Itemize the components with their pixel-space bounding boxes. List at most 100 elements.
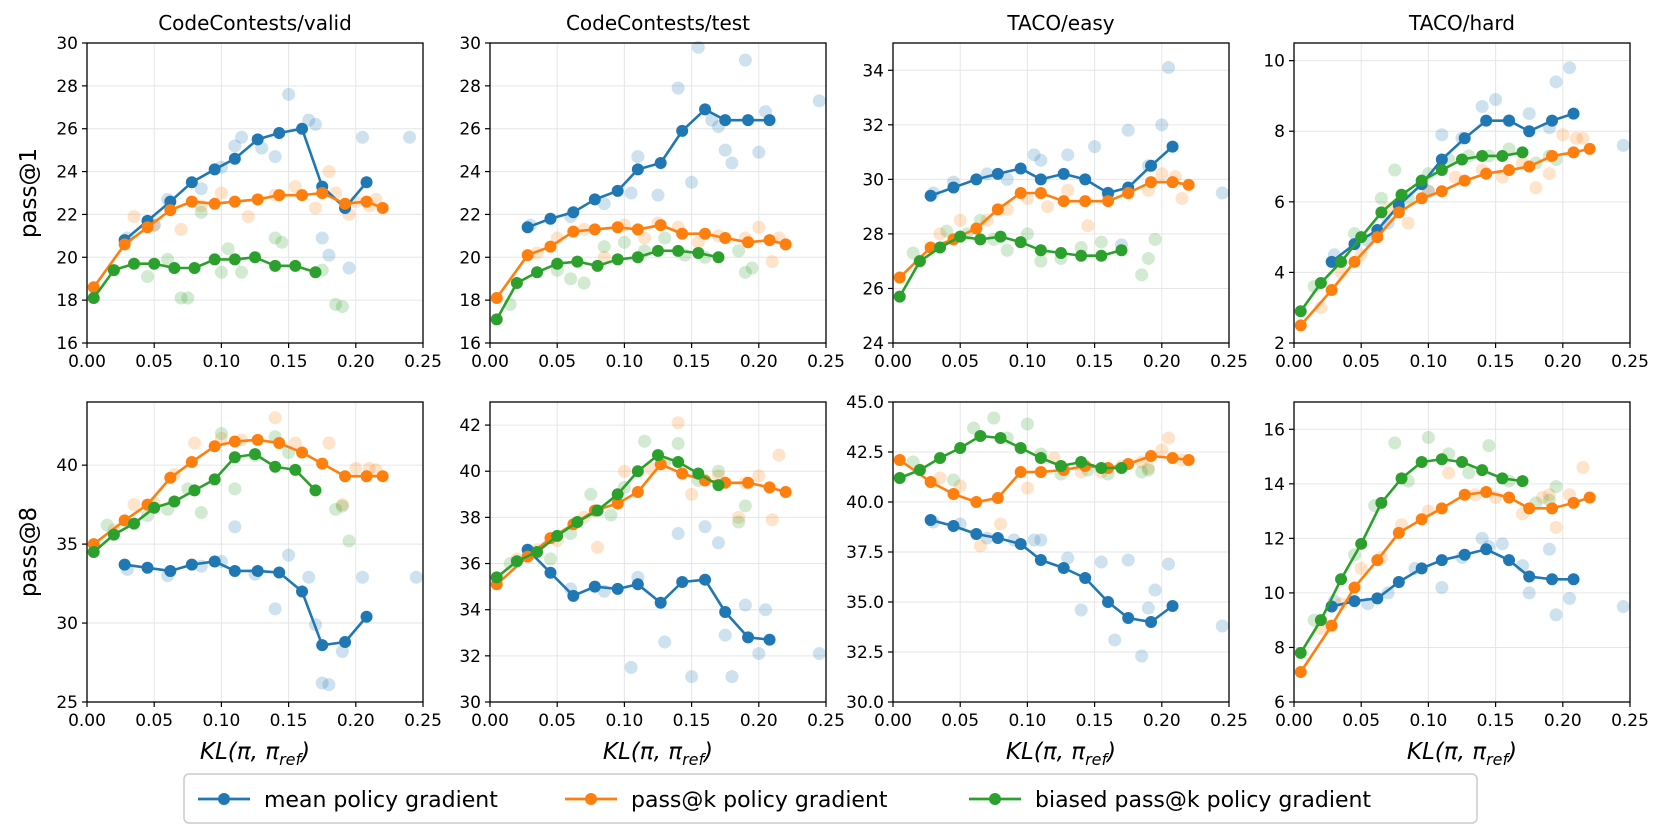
y-tick-label: 20 (56, 248, 78, 268)
data-point-mean (1503, 114, 1516, 127)
data-point-mean (676, 576, 689, 588)
data-point-biased (289, 463, 302, 476)
scatter-point-mean (671, 81, 685, 95)
scatter-point-passk (752, 469, 766, 483)
data-point-mean (1034, 173, 1047, 186)
y-tick-label: 26 (459, 120, 481, 140)
scatter-point-mean (1061, 551, 1075, 565)
x-tick-label: 0.10 (202, 711, 240, 731)
data-point-biased (269, 460, 282, 473)
data-point-biased (712, 251, 725, 264)
data-point-passk (1392, 526, 1405, 539)
scatter-point-mean (1000, 172, 1014, 186)
scatter-point-biased (1034, 254, 1048, 268)
data-point-passk (1325, 619, 1338, 632)
row-label: pass@1 (16, 148, 42, 238)
y-tick-label: 22 (459, 205, 481, 225)
scatter-point-mean (268, 150, 282, 164)
x-tick-label: 0.10 (202, 352, 240, 372)
data-point-biased (490, 571, 503, 584)
data-point-passk (360, 470, 373, 483)
data-point-biased (571, 255, 584, 268)
data-point-passk (339, 197, 352, 210)
data-point-passk (1182, 454, 1195, 466)
data-point-passk (742, 236, 755, 249)
scatter-point-passk (1448, 170, 1462, 184)
scatter-point-mean (738, 598, 752, 612)
data-point-biased (1375, 206, 1388, 219)
data-point-biased (692, 467, 705, 480)
scatter-point-mean (725, 670, 739, 684)
data-point-mean (1435, 554, 1448, 567)
x-axis-label-subscript: ref (1085, 750, 1109, 769)
panels-layer: 0.00 0.05 0.10 0.15 0.20 0.251618202224262830… (56, 11, 1649, 731)
data-point-passk (228, 435, 241, 448)
data-point-biased (531, 546, 544, 558)
data-point-mean (676, 124, 689, 137)
x-axis-labels-layer: KL(π, πref) KL(π, πref) KL(π, πref) KL(π, π… (200, 739, 1517, 769)
data-point-biased (1476, 149, 1489, 162)
data-point-biased (1415, 456, 1428, 468)
scatter-point-mean (1088, 140, 1102, 154)
x-tick-label: 0.00 (471, 711, 509, 731)
data-point-biased (107, 264, 120, 277)
data-point-biased (893, 290, 906, 303)
scatter-point-biased (235, 265, 249, 279)
y-tick-label: 40 (56, 456, 78, 476)
data-point-biased (913, 255, 926, 268)
data-point-mean (1348, 595, 1361, 608)
data-point-biased (1055, 460, 1067, 472)
scatter-point-mean (752, 647, 766, 661)
y-tick-label: 34 (862, 61, 884, 81)
data-point-passk (1503, 164, 1516, 177)
data-point-passk (1415, 192, 1428, 205)
data-point-biased (1014, 236, 1027, 249)
scatter-point-mean (1121, 123, 1135, 137)
scatter-point-mean (1215, 186, 1229, 200)
scatter-point-biased (1374, 191, 1388, 205)
data-point-passk (164, 204, 177, 217)
scatter-point-mean (1027, 533, 1041, 547)
data-point-passk (1458, 174, 1471, 187)
x-tick-label: 0.15 (1076, 711, 1114, 731)
y-tick-label: 30 (459, 693, 481, 713)
data-point-biased (1095, 462, 1108, 474)
data-point-passk (1034, 187, 1047, 199)
scatter-point-biased (181, 291, 195, 305)
data-point-mean (360, 610, 373, 623)
data-point-mean (699, 573, 712, 586)
scatter-point-biased (732, 515, 746, 529)
scatter-point-mean (1475, 531, 1489, 545)
data-point-mean (1014, 162, 1027, 175)
x-tick-label: 0.20 (740, 711, 778, 731)
scatter-point-biased (906, 246, 920, 260)
data-point-biased (107, 528, 120, 541)
scatter-point-mean (342, 261, 356, 275)
scatter-point-biased (194, 506, 208, 520)
scatter-point-passk (994, 517, 1008, 531)
data-point-mean (970, 173, 983, 186)
data-point-mean (164, 564, 177, 577)
data-point-passk (947, 488, 960, 500)
x-axis-label-main: KL(π, π (603, 739, 683, 765)
data-point-biased (128, 257, 141, 270)
scatter-point-biased (275, 235, 289, 249)
x-axis-label-main: KL(π, π (1407, 739, 1487, 765)
scatter-point-mean (302, 570, 316, 584)
data-point-passk (1325, 284, 1338, 297)
scatter-point-passk (322, 165, 336, 179)
data-point-biased (249, 251, 261, 264)
scatter-point-mean (194, 182, 208, 196)
data-point-mean (970, 528, 983, 540)
panel-title: TACO/hard (1408, 11, 1515, 35)
data-point-passk (251, 433, 264, 446)
data-point-mean (273, 127, 286, 139)
scatter-point-passk (1569, 131, 1583, 145)
data-point-biased (87, 546, 100, 558)
scatter-point-mean (671, 527, 685, 541)
data-point-mean (1102, 596, 1115, 608)
scatter-point-biased (1000, 243, 1014, 257)
data-point-passk (893, 271, 906, 284)
data-point-passk (273, 437, 286, 450)
data-point-passk (1392, 206, 1405, 219)
